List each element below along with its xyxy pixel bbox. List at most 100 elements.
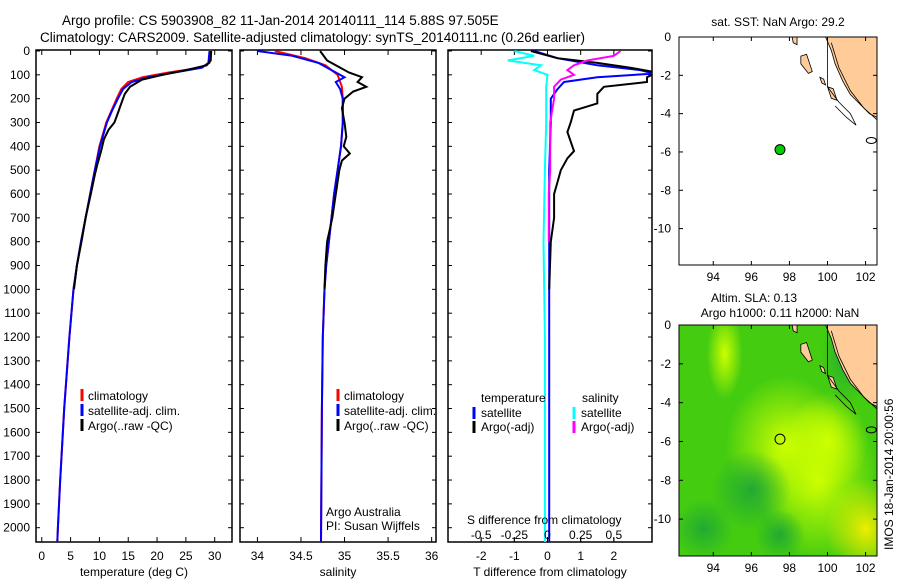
axes-frame [35, 49, 233, 543]
land-enggano [865, 136, 877, 144]
x2-tick-label: 0.5 [606, 528, 623, 542]
salinity-profile-panel: 34 34.5 35 35.5 36 salinity climatologysatelli… [239, 49, 439, 579]
depth-tick-label: 1400 [3, 378, 30, 392]
lat-tick-label: -10 [654, 222, 672, 236]
x-tick-label: 35.5 [376, 549, 400, 563]
series-line-satellite-adj-clim- [56, 50, 211, 542]
lat-tick-label: -4 [660, 107, 671, 121]
depth-tick-label: 300 [10, 116, 30, 130]
lon-tick-label: 94 [707, 270, 721, 284]
lon-tick-label: 94 [707, 561, 721, 575]
legend-label: satellite-adj. clim. [344, 404, 436, 418]
x-tick-label: 5 [67, 549, 74, 563]
depth-tick-label: 1800 [3, 473, 30, 487]
legend-label: satellite-adj. clim. [88, 404, 180, 418]
depth-tick-label: 0 [23, 44, 30, 58]
depth-tick-label: 100 [10, 68, 30, 82]
depth-tick-label: 1000 [3, 282, 30, 296]
series-line-s-argo-adj- [547, 50, 622, 242]
legend-header-salinity: salinity [582, 391, 619, 405]
bathymetry-contour [827, 325, 857, 415]
x2-tick-label: 0.25 [569, 528, 593, 542]
series-line-t-satellite [533, 50, 652, 542]
x2-tick-label: -0.25 [501, 528, 529, 542]
lat-tick-label: -2 [660, 68, 671, 82]
x-tick-label: 25 [179, 549, 193, 563]
x-tick-label: 15 [122, 549, 136, 563]
lat-tick-label: -2 [660, 357, 671, 371]
sla-anomaly-region [711, 450, 792, 530]
x-axis-label: temperature (deg C) [80, 565, 188, 579]
land-island [800, 53, 813, 74]
sst-map: 94 96 98 100 102 0 -2 -4 -6 -8 -10 sat. SST: NaN Ar… [654, 15, 878, 284]
map-frame [678, 36, 878, 266]
x-tick-label: -1 [509, 549, 520, 563]
x-tick-label: 20 [150, 549, 164, 563]
depth-tick-label: 1300 [3, 354, 30, 368]
depth-tick-label: 500 [10, 163, 30, 177]
x-axis-label-2: S difference from climatology [467, 513, 622, 527]
legend-label: climatology [344, 389, 404, 403]
depth-tick-label: 1900 [3, 497, 30, 511]
land-sumatra [825, 37, 877, 118]
x-tick-label: 2 [611, 549, 618, 563]
axes-frame [239, 49, 437, 543]
lon-tick-label: 96 [745, 561, 759, 575]
lon-tick-label: 102 [856, 561, 876, 575]
x-tick-label: 36 [425, 549, 439, 563]
depth-tick-label: 600 [10, 187, 30, 201]
x-tick-label: 0 [38, 549, 45, 563]
lat-tick-label: 0 [664, 318, 671, 332]
legend-label: climatology [88, 389, 148, 403]
legend-label: Argo(-adj) [481, 420, 534, 434]
lon-tick-label: 96 [745, 270, 759, 284]
bathymetry-contour [827, 37, 857, 126]
x-tick-label: 34 [251, 549, 265, 563]
sla-anomaly-region [787, 391, 868, 492]
lon-tick-label: 102 [856, 270, 876, 284]
argo-float-marker [774, 433, 786, 445]
land-island [791, 325, 798, 334]
sla-anomaly-region [825, 478, 877, 556]
figure-title-line1: Argo profile: CS 5903908_82 11-Jan-2014 … [62, 13, 499, 28]
land-enggano [865, 426, 877, 434]
sla-anomaly-region [754, 509, 805, 556]
x-tick-label: 0 [544, 549, 551, 563]
depth-tick-label: 900 [10, 259, 30, 273]
sla-anomaly-region [679, 498, 734, 556]
land-island [819, 364, 827, 375]
map-title-line2: Argo h1000: 0.11 h2000: NaN [701, 306, 860, 320]
land-island [800, 341, 813, 363]
footer-stamp: IMOS 18-Jan-2014 20:00:56 [882, 398, 896, 550]
land-island [791, 37, 798, 46]
depth-tick-label: 200 [10, 92, 30, 106]
annotation-line2: PI: Susan Wijffels [326, 519, 420, 533]
depth-tick-label: 1600 [3, 425, 30, 439]
lat-tick-label: -4 [660, 396, 671, 410]
map-title-line1: Altim. SLA: 0.13 [711, 291, 797, 305]
series-line-argo-raw-qc- [319, 50, 369, 290]
depth-tick-label: 1100 [4, 306, 30, 320]
legend-label: satellite [581, 406, 622, 420]
series-line-climatology [56, 50, 212, 542]
land-island [819, 76, 827, 86]
difference-profile-panel: -2 -1 0 1 2 T difference from climatology temp… [447, 49, 653, 579]
x2-tick-label: -0.5 [471, 528, 492, 542]
depth-tick-label: 2000 [3, 521, 30, 535]
temperature-profile-panel: 0100200300400500600700800900100011001200… [3, 44, 233, 579]
lat-tick-label: -6 [660, 434, 671, 448]
x2-tick-label: 0 [544, 528, 551, 542]
lat-tick-label: -10 [654, 512, 672, 526]
x-tick-label: 1 [577, 549, 584, 563]
lon-tick-label: 100 [817, 561, 837, 575]
bathymetry-contour [830, 330, 877, 410]
lat-tick-label: -8 [660, 183, 671, 197]
sla-anomaly-region [706, 325, 743, 400]
depth-tick-label: 1500 [3, 402, 30, 416]
map-frame [678, 324, 878, 557]
x-tick-label: 30 [208, 549, 222, 563]
x-axis-label: T difference from climatology [473, 565, 627, 579]
bathymetry-contour [830, 42, 877, 121]
legend-label: Argo(..raw -QC) [88, 419, 173, 433]
